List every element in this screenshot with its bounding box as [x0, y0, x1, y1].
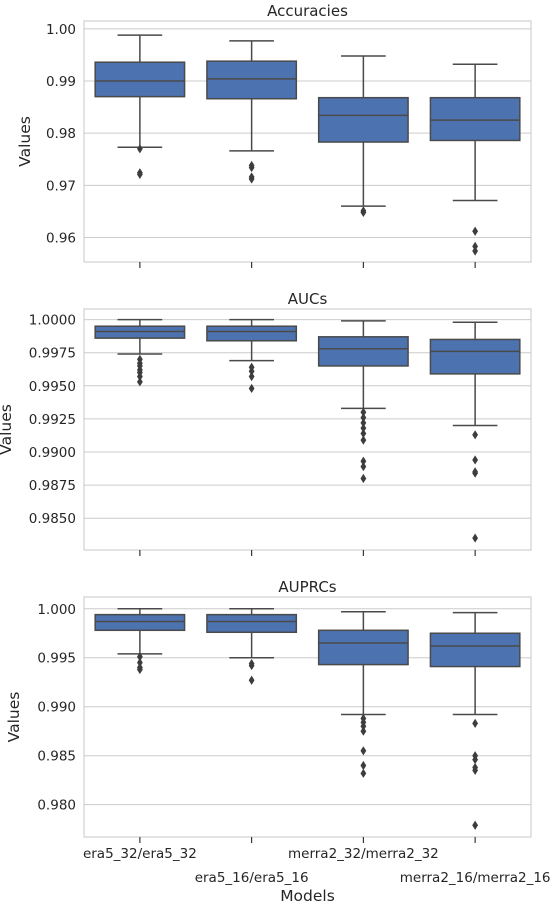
box-era5-16-era5-16 — [206, 608, 298, 685]
y-tick-label: 0.9925 — [29, 412, 76, 428]
outlier-point — [136, 169, 143, 179]
box-era5-32-era5-32 — [94, 608, 186, 675]
outlier-point — [248, 383, 255, 394]
y-tick-label: 0.96 — [46, 230, 76, 246]
iqr-box — [317, 96, 409, 143]
outlier-point — [472, 246, 479, 256]
outlier-point — [360, 456, 367, 466]
iqr-box — [94, 613, 186, 632]
x-tick-label: merra2_32/merra2_32 — [288, 846, 439, 862]
outlier-point — [472, 241, 479, 251]
box-era5-16-era5-16 — [206, 318, 298, 394]
outlier-point — [136, 377, 143, 387]
y-tick-label: 1.00 — [46, 22, 76, 38]
iqr-box — [206, 60, 298, 100]
iqr-box — [317, 629, 409, 666]
iqr-box — [206, 613, 298, 634]
x-tick-label: era5_32/era5_32 — [83, 846, 197, 862]
outlier-point — [360, 721, 367, 731]
y-tick-label: 1.000 — [37, 602, 76, 618]
outlier-point — [472, 765, 479, 775]
y-tick-label: 0.97 — [46, 178, 76, 194]
outlier-point — [248, 660, 255, 671]
outlier-point — [472, 430, 479, 440]
y-tick-label: 0.980 — [37, 798, 76, 814]
y-axis-label: Values — [16, 116, 34, 167]
outlier-point — [360, 412, 367, 423]
outlier-point — [472, 455, 479, 465]
box-era5-32-era5-32 — [94, 34, 186, 179]
y-tick-label: 0.9875 — [29, 478, 76, 494]
outlier-point — [360, 428, 367, 439]
outlier-point — [248, 366, 255, 376]
outlier-point — [472, 755, 479, 765]
y-tick-label: 0.9850 — [29, 511, 76, 527]
panel-title: AUCs — [288, 290, 328, 308]
y-tick-label: 0.99 — [46, 74, 76, 90]
accuracies-panel: 0.96 0.97 0.98 0.99 1.00 Accuracies Values — [16, 2, 532, 268]
outlier-point — [360, 435, 367, 445]
outlier-point — [360, 768, 367, 778]
iqr-box — [317, 336, 409, 367]
outlier-point — [472, 468, 479, 478]
outlier-point — [248, 371, 255, 382]
outlier-point — [472, 820, 479, 830]
y-tick-label: 0.990 — [37, 700, 76, 716]
outlier-point — [360, 423, 367, 433]
y-tick-label: 0.9900 — [29, 445, 76, 461]
iqr-box — [206, 325, 298, 342]
box-merra2-32-merra2-32 — [317, 320, 409, 484]
outlier-point — [136, 664, 143, 675]
outlier-point — [472, 718, 479, 728]
outlier-point — [472, 533, 479, 543]
y-axis-label: Values — [0, 404, 15, 455]
box-merra2-16-merra2-16 — [429, 63, 521, 256]
outlier-point — [248, 162, 255, 173]
box-merra2-16-merra2-16 — [429, 611, 521, 830]
outlier-point — [136, 658, 143, 668]
y-axis-label: Values — [5, 692, 23, 743]
outlier-point — [136, 371, 143, 382]
plot-frame — [83, 20, 532, 263]
box-era5-32-era5-32 — [94, 318, 186, 387]
box-era5-16-era5-16 — [206, 40, 298, 184]
outlier-point — [360, 760, 367, 771]
panel-title: AUPRCs — [278, 578, 336, 596]
y-tick-label: 0.98 — [46, 126, 76, 142]
panel-title: Accuracies — [267, 2, 348, 20]
plot-frame — [83, 596, 532, 838]
outlier-point — [360, 207, 367, 218]
outlier-point — [360, 746, 367, 756]
aucs-panel: 0.9850 0.9875 0.9900 0.9925 0.9950 0.9975 1.00… — [0, 290, 532, 556]
x-tick-label: era5_16/era5_16 — [195, 870, 309, 886]
outlier-point — [248, 174, 255, 184]
box-merra2-32-merra2-32 — [317, 610, 409, 778]
box-merra2-32-merra2-32 — [317, 55, 409, 218]
x-tick-label: merra2_16/merra2_16 — [400, 870, 551, 886]
y-tick-label: 0.9950 — [29, 379, 76, 395]
outlier-point — [136, 652, 143, 662]
outlier-point — [136, 144, 143, 154]
outlier-point — [360, 418, 367, 428]
iqr-box — [429, 338, 521, 375]
outlier-point — [360, 726, 367, 736]
iqr-box — [94, 61, 186, 98]
x-axis-label: Models — [280, 887, 335, 905]
auprcs-panel: 0.980 0.985 0.990 0.995 1.000 AUPRCs Values era… — [5, 578, 551, 905]
box-merra2-16-merra2-16 — [429, 321, 521, 543]
y-tick-label: 0.9975 — [29, 346, 76, 362]
outlier-point — [360, 473, 367, 484]
iqr-box — [429, 96, 521, 142]
iqr-box — [429, 632, 521, 668]
y-tick-label: 0.995 — [37, 651, 76, 667]
outlier-point — [360, 461, 367, 472]
plot-frame — [83, 308, 532, 551]
outlier-point — [248, 675, 255, 685]
outlier-point — [360, 407, 367, 417]
y-tick-label: 1.0000 — [29, 313, 76, 329]
outlier-point — [472, 226, 479, 236]
y-tick-label: 0.985 — [37, 749, 76, 765]
